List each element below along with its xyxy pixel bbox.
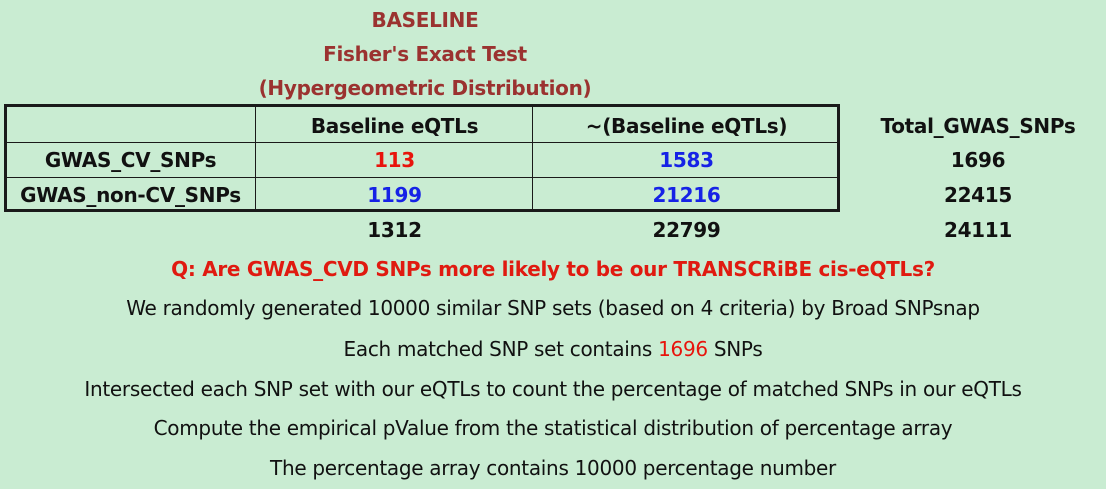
research-question: Q: Are GWAS_CVD SNPs more likely to be o… (171, 257, 935, 281)
table-cell: 21216 (652, 183, 721, 207)
table-divider (4, 142, 840, 143)
note-line-2-suffix: SNPs (707, 337, 763, 361)
table-cell: 1696 (950, 148, 1006, 172)
title-line-1: BASELINE (371, 8, 479, 32)
note-line-4: Compute the empirical pValue from the st… (153, 416, 953, 440)
header-not-baseline-eqtls: ~(Baseline eQTLs) (585, 114, 788, 138)
table-divider (255, 104, 256, 212)
total-cell: 22799 (652, 218, 721, 242)
note-line-3: Intersected each SNP set with our eQTLs … (84, 377, 1022, 401)
note-line-2: Each matched SNP set contains 1696 SNPs (0, 332, 1106, 366)
note-line-2-value: 1696 (658, 337, 708, 361)
note-line-1: We randomly generated 10000 similar SNP … (126, 296, 980, 320)
row-label-gwas-cv-snps: GWAS_CV_SNPs (44, 148, 217, 172)
table-cell: 1199 (367, 183, 422, 207)
note-line-2-prefix: Each matched SNP set contains (343, 337, 659, 361)
table-cell: 113 (374, 148, 415, 172)
table-divider (532, 104, 533, 212)
title-line-2: Fisher's Exact Test (323, 42, 527, 66)
table-divider (4, 177, 840, 178)
row-label-gwas-non-cv-snps: GWAS_non-CV_SNPs (20, 183, 241, 207)
contingency-table (4, 104, 840, 212)
header-total-gwas-snps: Total_GWAS_SNPs (880, 114, 1076, 138)
note-line-5: The percentage array contains 10000 perc… (270, 456, 836, 480)
table-cell: 22415 (943, 183, 1013, 207)
title-line-3: (Hypergeometric Distribution) (258, 76, 592, 100)
total-cell: 24111 (943, 218, 1013, 242)
table-cell: 1583 (659, 148, 714, 172)
total-cell: 1312 (367, 218, 422, 242)
header-baseline-eqtls: Baseline eQTLs (310, 114, 479, 138)
